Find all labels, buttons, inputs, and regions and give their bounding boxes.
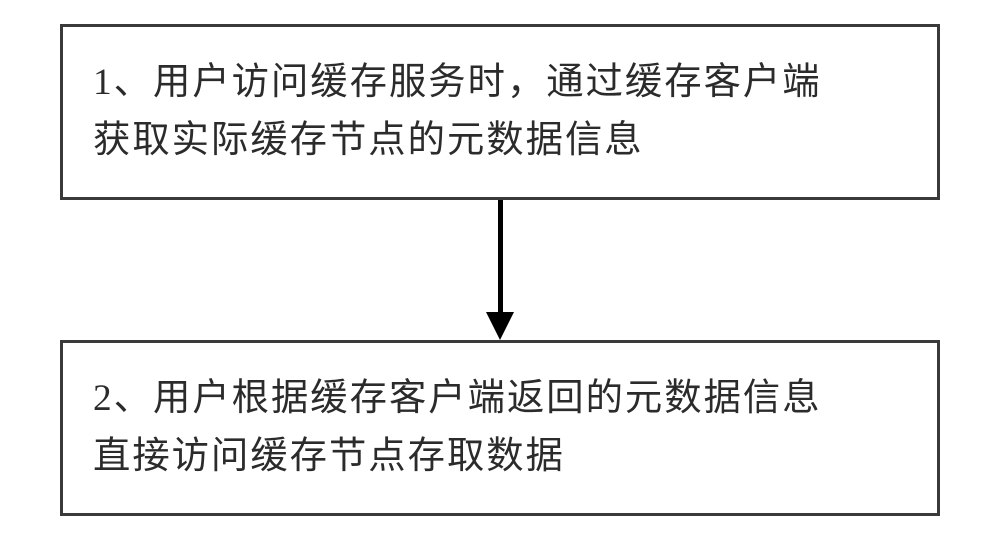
step-1-text: 1、用户访问缓存服务时，通过缓存客户端 获取实际缓存节点的元数据信息 (93, 54, 907, 170)
step-1-line-2: 获取实际缓存节点的元数据信息 (93, 120, 644, 161)
step-2-line-1: 2、用户根据缓存客户端返回的元数据信息 (93, 378, 822, 419)
step-2-line-2: 直接访问缓存节点存取数据 (93, 436, 565, 477)
arrow-head-icon (486, 312, 514, 340)
flowchart-step-1: 1、用户访问缓存服务时，通过缓存客户端 获取实际缓存节点的元数据信息 (60, 24, 940, 200)
step-2-text: 2、用户根据缓存客户端返回的元数据信息 直接访问缓存节点存取数据 (93, 370, 907, 486)
step-1-line-1: 1、用户访问缓存服务时，通过缓存客户端 (93, 62, 822, 103)
arrow-shaft-1-to-2 (498, 200, 503, 312)
flowchart-step-2: 2、用户根据缓存客户端返回的元数据信息 直接访问缓存节点存取数据 (60, 340, 940, 516)
flowchart-canvas: 1、用户访问缓存服务时，通过缓存客户端 获取实际缓存节点的元数据信息 2、用户根… (0, 0, 1000, 558)
